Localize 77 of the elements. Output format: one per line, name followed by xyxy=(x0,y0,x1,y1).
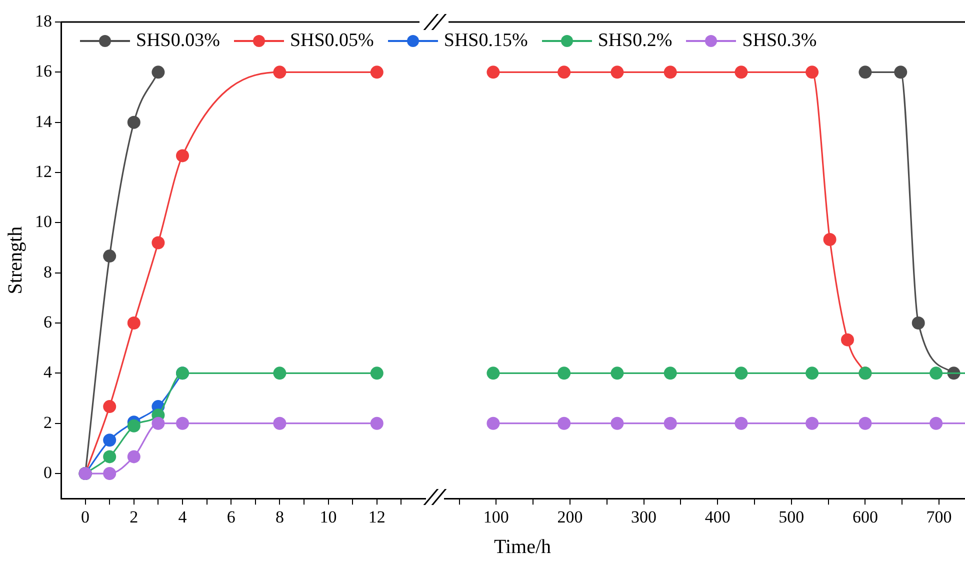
point xyxy=(912,316,925,330)
point xyxy=(610,66,624,79)
point xyxy=(610,366,624,380)
y-tick-label: 2 xyxy=(44,412,52,432)
legend-label: SHS0.15% xyxy=(444,30,528,52)
y-axis-title: Strength xyxy=(4,226,26,294)
y-tick-label: 8 xyxy=(44,262,52,282)
x-tick-label: 10 xyxy=(320,507,337,526)
point xyxy=(273,366,286,380)
point xyxy=(558,66,571,79)
point xyxy=(127,419,140,432)
y-tick-label: 6 xyxy=(44,312,52,332)
point xyxy=(894,66,908,79)
point xyxy=(273,66,286,79)
x-tick-label: 4 xyxy=(178,507,188,526)
x-tick-label: 200 xyxy=(557,507,583,526)
y-tick-label: 18 xyxy=(35,11,52,30)
point xyxy=(734,416,748,430)
x-tick-label: 700 xyxy=(926,507,952,526)
x-tick-label: 400 xyxy=(704,507,730,526)
point xyxy=(806,366,819,380)
x-tick-label: 100 xyxy=(483,507,509,526)
legend-label: SHS0.3% xyxy=(742,30,817,52)
legend-label: SHS0.2% xyxy=(598,30,672,52)
point xyxy=(152,236,165,250)
point xyxy=(273,416,286,430)
point xyxy=(734,366,748,380)
point xyxy=(176,149,189,162)
point xyxy=(486,416,500,430)
point xyxy=(127,316,140,330)
point xyxy=(664,366,677,380)
point xyxy=(486,66,500,79)
x-tick-label: 2 xyxy=(130,507,138,526)
point xyxy=(930,416,943,430)
point xyxy=(664,416,677,430)
point xyxy=(806,66,819,79)
x-tick-label: 8 xyxy=(275,507,284,526)
point xyxy=(103,250,116,263)
point xyxy=(103,434,116,447)
point xyxy=(103,450,116,464)
x-tick-label: 600 xyxy=(852,507,878,526)
point xyxy=(370,366,384,380)
y-tick-label: 10 xyxy=(35,212,52,232)
point xyxy=(176,416,189,430)
point xyxy=(858,66,872,79)
legend-label: SHS0.05% xyxy=(290,30,374,52)
point xyxy=(370,416,384,430)
point xyxy=(806,416,819,430)
point xyxy=(610,416,624,430)
y-tick-label: 12 xyxy=(35,162,52,181)
point xyxy=(152,416,165,430)
point xyxy=(103,467,116,480)
point xyxy=(664,66,677,79)
y-tick-label: 16 xyxy=(35,62,52,81)
y-tick-label: 0 xyxy=(44,462,52,482)
x-tick-label: 6 xyxy=(226,507,236,526)
point xyxy=(127,450,140,464)
point xyxy=(103,400,116,414)
x-tick-label: 12 xyxy=(368,507,386,526)
point xyxy=(858,416,872,430)
point xyxy=(558,416,571,430)
x-axis-title: Time/h xyxy=(492,536,552,559)
point xyxy=(841,333,854,346)
point xyxy=(486,366,500,380)
legend-label: SHS0.03% xyxy=(136,30,220,52)
point xyxy=(127,116,140,129)
point xyxy=(823,232,836,246)
y-tick-label: 4 xyxy=(44,362,52,382)
point xyxy=(370,66,384,79)
point xyxy=(558,366,571,380)
point xyxy=(734,66,748,79)
point xyxy=(930,366,943,380)
y-tick-label: 14 xyxy=(35,112,52,131)
x-tick-label: 0 xyxy=(81,507,90,526)
x-tick-label: 300 xyxy=(631,507,657,526)
point xyxy=(152,66,165,79)
x-tick-label: 500 xyxy=(778,507,804,526)
